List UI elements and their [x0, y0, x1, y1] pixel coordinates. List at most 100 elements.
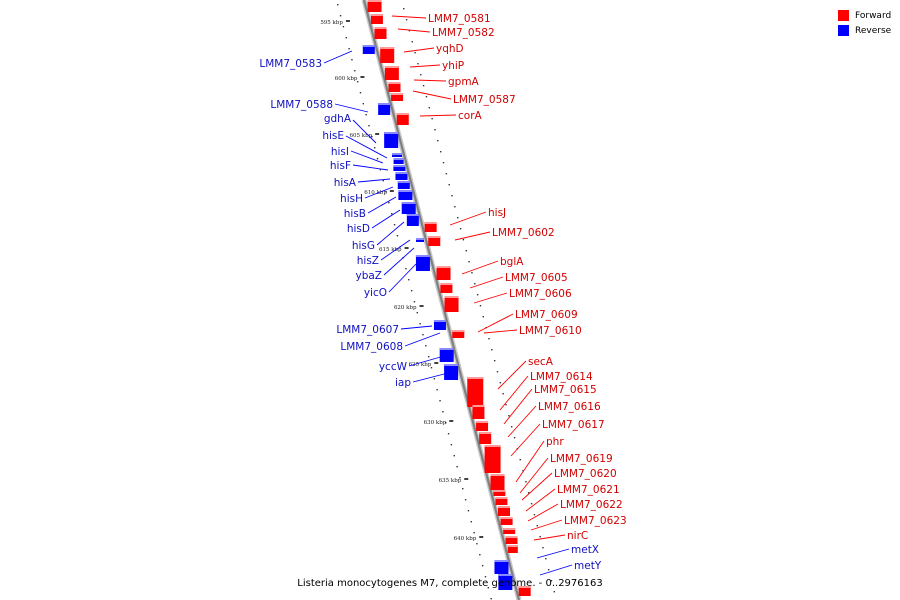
gene-label: LMM7_0582: [432, 27, 495, 39]
reverse-gene-block: [393, 165, 406, 171]
scale-dot-right: [468, 261, 470, 263]
reverse-swatch: [838, 25, 849, 36]
scale-dot-left: [345, 37, 347, 39]
scale-dot-right: [528, 492, 530, 494]
gene-label-leader: [499, 375, 529, 411]
forward-gene-block: [472, 405, 485, 419]
scale-dot-right: [508, 415, 510, 417]
scale-dot-right: [533, 514, 536, 516]
scale-dot-right: [428, 107, 431, 109]
gene-label-leader: [412, 372, 449, 383]
forward-gene-highlight: [424, 222, 437, 224]
reverse-gene-highlight: [433, 320, 446, 322]
forward-gene-block: [380, 47, 395, 63]
forward-gene-block: [484, 445, 501, 473]
scale-dot-right: [474, 283, 476, 285]
gene-label: hisI: [331, 146, 349, 158]
scale-dot-right: [493, 360, 496, 362]
scale-dot-left: [476, 543, 478, 545]
reverse-gene-block: [395, 172, 408, 180]
genome-backbone: [361, 0, 522, 600]
gene-label: metX: [571, 544, 599, 556]
scale-dot-left: [359, 92, 362, 94]
scale-dot-left: [339, 15, 342, 17]
gene-label: LMM7_0617: [542, 419, 605, 431]
scale-dot-left: [439, 400, 441, 402]
scale-dot-right: [545, 558, 547, 560]
reverse-gene-block: [393, 158, 404, 164]
gene-label-leader: [527, 503, 559, 522]
gene-labels: LMM7_0581 LMM7_0582 yqhD yhiP gpmA LMM7_0587c…: [259, 13, 627, 576]
scale-ticks: 595 kbp 600 kbp 605 kbp 610 kbp 615 kbp 620 k…: [320, 4, 556, 600]
scale-dot-left: [467, 510, 470, 512]
gene-label-leader: [408, 355, 445, 367]
gene-label-leader: [367, 196, 397, 214]
scale-dot-left: [479, 554, 481, 556]
forward-gene-highlight: [374, 27, 387, 29]
gene-label: yhiP: [442, 60, 464, 72]
reverse-gene-highlight: [392, 153, 403, 155]
reverse-gene-highlight: [378, 103, 391, 105]
gene-label: hisF: [330, 160, 351, 172]
gene-label-leader: [469, 276, 504, 289]
reverse-gene-block: [415, 255, 430, 271]
scale-dot-left: [356, 81, 359, 83]
forward-gene-block: [452, 330, 465, 338]
gene-label: corA: [458, 110, 483, 122]
forward-gene-block: [388, 82, 401, 92]
scale-dot-right: [547, 569, 550, 571]
scale-dot-right: [536, 525, 538, 527]
scale-dot-left: [436, 389, 438, 391]
reverse-gene-highlight: [406, 214, 419, 216]
forward-gene-highlight: [367, 0, 382, 2]
scale-dot-right: [550, 580, 553, 582]
gene-label: hisB: [344, 208, 366, 220]
scale-dot-left: [470, 521, 472, 523]
gene-label: LMM7_0614: [530, 371, 593, 383]
tick-label: 610 kbp: [364, 190, 387, 196]
tick-label: 620 kbp: [394, 305, 417, 311]
scale-dot-left: [405, 268, 407, 270]
tick-label: 635 kbp: [439, 478, 462, 484]
scale-dot-left: [464, 499, 467, 501]
forward-gene-highlight: [484, 445, 501, 447]
scale-dot-right: [417, 63, 419, 65]
gene-label: phr: [546, 436, 564, 448]
scale-dot-right: [542, 547, 544, 549]
scale-dot-right: [471, 272, 473, 274]
forward-gene-block: [436, 266, 451, 280]
gene-label: LMM7_0587: [453, 94, 516, 106]
genome-caption: Listeria monocytogenes M7, complete geno…: [297, 578, 603, 589]
forward-gene-highlight: [503, 528, 516, 530]
gene-label: gdhA: [324, 113, 352, 125]
gene-label-leader: [454, 231, 491, 241]
forward-gene-block: [518, 586, 531, 596]
gene-label-leader: [391, 15, 427, 19]
scale-dot-left: [368, 125, 370, 127]
gene-label: nirC: [567, 530, 588, 542]
forward-gene-block: [500, 517, 513, 525]
forward-gene-block: [498, 506, 511, 516]
gene-label-leader: [519, 457, 549, 494]
forward-gene-highlight: [391, 93, 404, 95]
legend-item-reverse: Reverse: [838, 23, 891, 38]
scale-dot-left: [337, 4, 339, 6]
scale-dot-left: [351, 59, 353, 61]
gene-label: LMM7_0581: [428, 13, 491, 25]
scale-dot-right: [403, 8, 405, 10]
gene-label: LMM7_0620: [554, 468, 617, 480]
gene-label-leader: [350, 150, 384, 164]
gene-label-leader: [352, 119, 377, 144]
forward-gene-block: [467, 377, 484, 407]
scale-dot-right: [525, 481, 527, 483]
gene-label: hisJ: [488, 207, 506, 219]
scale-dot-right: [422, 85, 425, 87]
forward-gene-highlight: [476, 421, 489, 423]
scale-dot-right: [499, 382, 502, 384]
reverse-gene-block: [494, 560, 509, 574]
forward-gene-block: [391, 93, 404, 101]
forward-gene-highlight: [370, 14, 383, 16]
gene-label: LMM7_0623: [564, 515, 627, 527]
scale-dot-right: [451, 195, 453, 197]
gene-label: yqhD: [436, 43, 464, 55]
